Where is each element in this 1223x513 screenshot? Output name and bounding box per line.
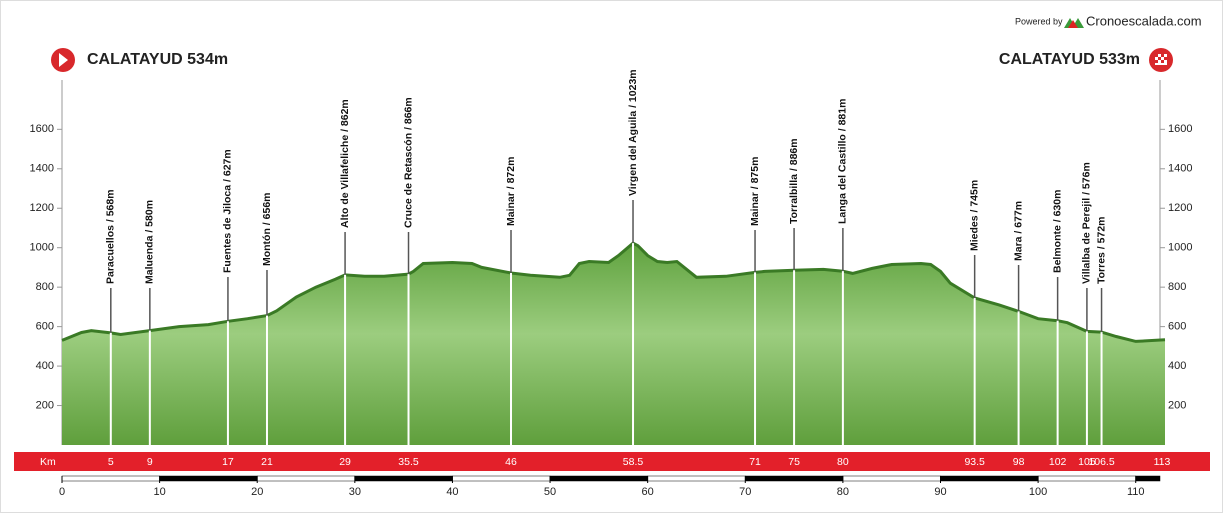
scale-segment xyxy=(354,475,453,482)
scale-segment xyxy=(159,475,258,482)
x-tick-label: 10 xyxy=(153,486,165,498)
waypoint-km: 17 xyxy=(222,456,234,468)
y-tick-label: 600 xyxy=(36,321,54,333)
y-tick-label-right: 1200 xyxy=(1168,202,1192,214)
waypoint-label: Mainar / 872m xyxy=(505,157,517,226)
finish-label: CALATAYUD 533m xyxy=(999,51,1140,68)
scale-segment xyxy=(256,475,356,482)
y-tick-label-right: 800 xyxy=(1168,281,1186,293)
waypoint-label: Mainar / 875m xyxy=(749,157,761,226)
y-tick-label: 200 xyxy=(36,399,54,411)
y-tick-label-right: 1000 xyxy=(1168,242,1192,254)
scale-segment xyxy=(452,475,551,482)
scale-segment xyxy=(1037,475,1136,482)
y-tick-label: 1600 xyxy=(30,123,54,135)
x-tick-label: 40 xyxy=(446,486,458,498)
waypoint-km: 46 xyxy=(505,456,517,468)
brand-logo xyxy=(1064,18,1084,28)
waypoint-km: 80 xyxy=(837,456,849,468)
waypoint-label: Mara / 677m xyxy=(1012,201,1024,261)
waypoint-label: Belmonte / 630m xyxy=(1051,190,1063,273)
waypoint-label: Paracuellos / 568m xyxy=(105,189,117,284)
waypoint-label: Langa del Castillo / 881m xyxy=(837,99,849,224)
y-tick-label: 800 xyxy=(36,281,54,293)
y-tick-label: 1400 xyxy=(30,163,54,175)
km-label: Km xyxy=(40,456,56,468)
scale-segment xyxy=(842,475,941,482)
waypoint-label: Cruce de Retascón / 866m xyxy=(402,97,414,228)
scale-segment xyxy=(647,475,746,482)
y-tick-label: 1200 xyxy=(30,202,54,214)
elevation-line xyxy=(61,241,1166,343)
scale-segment xyxy=(61,475,160,482)
x-tick-label: 110 xyxy=(1127,486,1145,498)
waypoint-label: Fuentes de Jiloca / 627m xyxy=(222,149,234,273)
brand[interactable]: Cronoescalada.com xyxy=(1086,13,1202,28)
x-tick-label: 30 xyxy=(349,486,361,498)
y-tick-label: 1000 xyxy=(30,242,54,254)
waypoint-km: 106.5 xyxy=(1088,456,1114,468)
powered-by: Powered by xyxy=(1015,16,1063,26)
waypoint-km: 102 xyxy=(1049,456,1067,468)
waypoint-km: 9 xyxy=(147,456,153,468)
scale-segment xyxy=(745,475,844,482)
waypoint-km: 93.5 xyxy=(964,456,985,468)
x-tick-label: 60 xyxy=(642,486,654,498)
scale-segment xyxy=(940,475,1039,482)
waypoint-label: Miedes / 745m xyxy=(968,180,980,251)
y-tick-label-right: 1400 xyxy=(1168,163,1192,175)
x-tick-label: 0 xyxy=(59,486,65,498)
x-tick-label: 50 xyxy=(544,486,556,498)
waypoint-km: 98 xyxy=(1013,456,1025,468)
waypoint-label: Torralbilla / 886m xyxy=(788,138,800,224)
waypoint-label: Virgen del Aguila / 1023m xyxy=(627,69,639,196)
y-tick-label: 400 xyxy=(36,360,54,372)
finish-flag-check xyxy=(1155,54,1167,63)
waypoint-km: 58.5 xyxy=(623,456,644,468)
waypoint-km: 21 xyxy=(261,456,273,468)
scale-segment xyxy=(549,475,648,482)
elevation-area xyxy=(62,243,1165,445)
x-tick-label: 20 xyxy=(251,486,263,498)
y-tick-label-right: 600 xyxy=(1168,321,1186,333)
waypoint-label: Maluenda / 580m xyxy=(144,200,156,284)
start-icon-arrow xyxy=(59,53,68,67)
x-tick-label: 70 xyxy=(739,486,751,498)
finish-km: 113 xyxy=(1154,456,1171,468)
waypoint-km: 35.5 xyxy=(398,456,419,468)
scale-segment xyxy=(1135,475,1161,482)
brand-logo-accent xyxy=(1068,20,1078,28)
x-tick-label: 90 xyxy=(934,486,946,498)
x-tick-label: 100 xyxy=(1029,486,1047,498)
start-label: CALATAYUD 534m xyxy=(87,51,228,68)
waypoint-label: Villalba de Perejil / 576m xyxy=(1081,162,1093,284)
x-tick-label: 80 xyxy=(837,486,849,498)
y-tick-label-right: 200 xyxy=(1168,399,1186,411)
waypoint-km: 5 xyxy=(108,456,114,468)
waypoint-km: 29 xyxy=(339,456,351,468)
waypoint-km: 71 xyxy=(749,456,761,468)
km-bar xyxy=(14,452,1210,471)
waypoint-km: 75 xyxy=(788,456,800,468)
waypoint-label: Montón / 656m xyxy=(261,192,273,266)
y-tick-label-right: 400 xyxy=(1168,360,1186,372)
waypoint-label: Alto de Villafeliche / 862m xyxy=(339,99,351,228)
waypoint-label: Torres / 572m xyxy=(1095,216,1107,284)
y-tick-label-right: 1600 xyxy=(1168,123,1192,135)
waypoint-km: 105 xyxy=(1078,456,1096,468)
